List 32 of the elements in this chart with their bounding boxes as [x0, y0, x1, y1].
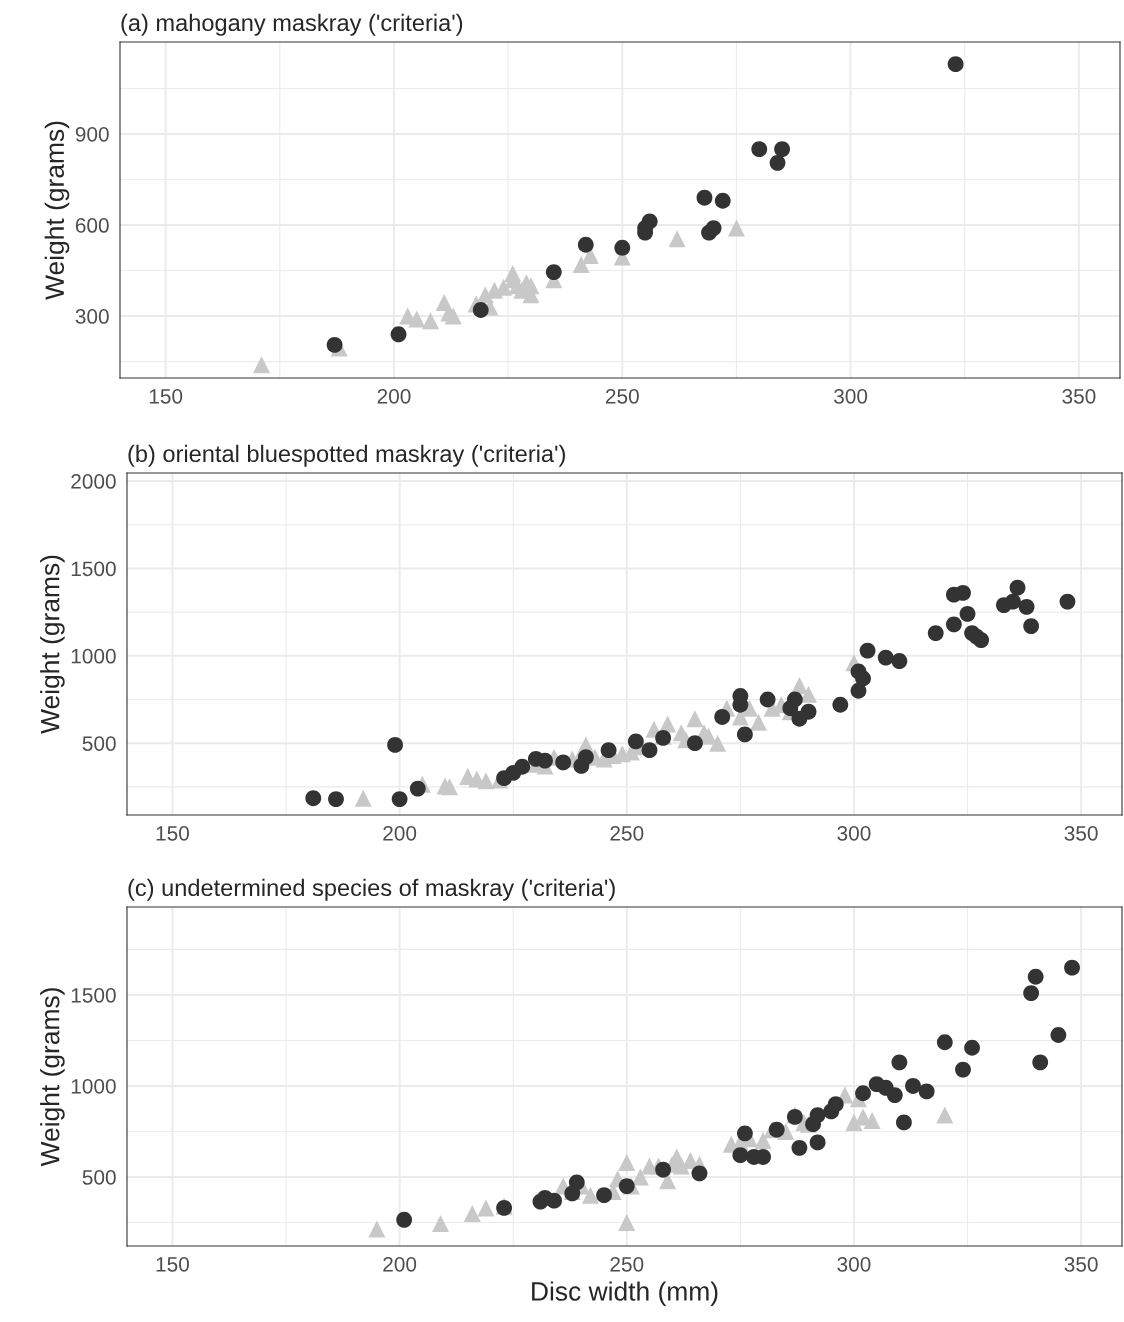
- y-tick-label: 2000: [71, 474, 116, 489]
- x-tick-label: 200: [383, 825, 417, 841]
- x-tick-label: 150: [156, 825, 189, 841]
- chart-title: (c) undetermined species of maskray ('criteria'): [128, 878, 615, 901]
- chart-title: (a) mahogany maskray ('criteria'): [121, 13, 463, 36]
- y-tick-label: 500: [82, 736, 116, 751]
- y-axis-title: Weight (grams): [40, 555, 65, 734]
- y-tick-label: 1500: [71, 561, 116, 577]
- y-tick-label: 900: [75, 126, 109, 142]
- x-axis-title: Disc width (mm): [532, 1281, 718, 1306]
- x-tick-label: 350: [1064, 1256, 1098, 1272]
- y-tick-label: 300: [75, 309, 109, 324]
- x-tick-label: 150: [156, 1256, 189, 1272]
- y-axis-title: Weight (grams): [44, 121, 70, 300]
- y-tick-label: 600: [75, 218, 109, 233]
- x-tick-label: 200: [377, 388, 411, 404]
- y-axis-title: Weight (grams): [40, 988, 65, 1167]
- x-tick-label: 150: [149, 388, 183, 404]
- x-tick-label: 300: [837, 825, 871, 841]
- y-tick-label: 1500: [71, 987, 116, 1003]
- x-tick-label: 300: [837, 1256, 871, 1272]
- chart-title: (b) oriental bluespotted maskray ('criteria'): [128, 444, 565, 467]
- x-tick-label: 250: [610, 1256, 644, 1272]
- y-tick-label: 1000: [71, 1078, 116, 1094]
- x-tick-label: 350: [1062, 388, 1096, 404]
- y-tick-label: 1000: [71, 648, 116, 664]
- x-tick-label: 300: [834, 388, 868, 404]
- y-tick-label: 500: [82, 1170, 116, 1185]
- x-tick-label: 350: [1064, 825, 1098, 841]
- x-tick-label: 200: [383, 1256, 417, 1272]
- x-tick-label: 250: [610, 825, 644, 841]
- x-tick-label: 250: [605, 388, 639, 404]
